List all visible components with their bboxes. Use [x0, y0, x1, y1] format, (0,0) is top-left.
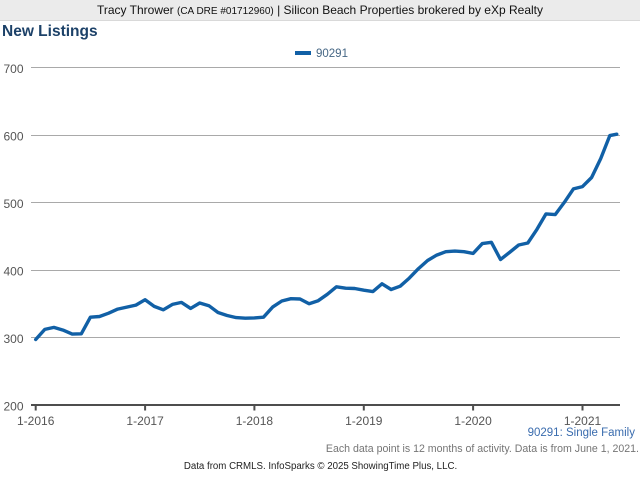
svg-text:1-2021: 1-2021 — [564, 414, 602, 428]
svg-text:400: 400 — [3, 265, 23, 279]
svg-text:700: 700 — [3, 62, 23, 76]
svg-text:1-2020: 1-2020 — [454, 414, 492, 428]
svg-text:1-2017: 1-2017 — [126, 414, 164, 428]
svg-text:600: 600 — [3, 130, 23, 144]
svg-text:500: 500 — [3, 197, 23, 211]
svg-text:300: 300 — [3, 332, 23, 346]
svg-text:1-2019: 1-2019 — [345, 414, 383, 428]
svg-text:200: 200 — [3, 400, 23, 414]
svg-text:1-2018: 1-2018 — [236, 414, 274, 428]
svg-text:1-2016: 1-2016 — [17, 414, 55, 428]
